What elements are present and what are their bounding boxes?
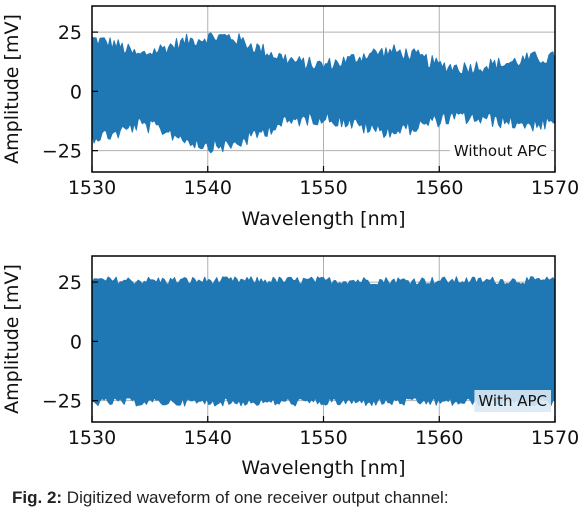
caption-lead: Fig. 2:	[12, 488, 63, 507]
y-axis-label: Amplitude [mV]	[1, 14, 23, 164]
figure-caption: Fig. 2: Digitized waveform of one receiv…	[12, 488, 449, 508]
y-tick-label: 0	[70, 81, 82, 103]
x-tick-label: 1550	[299, 177, 347, 199]
panel-1: Without APC 1530 1540 1550 1560 1570 25 0 −25 Wav…	[1, 5, 579, 230]
x-tick-label: 1550	[299, 427, 347, 449]
x-tick-label: 1560	[415, 177, 463, 199]
y-tick-label: −25	[42, 391, 82, 413]
x-tick-label: 1530	[68, 427, 116, 449]
caption-text: Digitized waveform of one receiver outpu…	[62, 488, 449, 507]
y-tick-label: 25	[58, 22, 82, 44]
annotation-box	[449, 140, 551, 162]
x-axis-label: Wavelength [nm]	[241, 457, 405, 479]
x-tick-label: 1560	[415, 427, 463, 449]
series-waveform	[92, 32, 555, 154]
x-tick-label: 1540	[184, 427, 232, 449]
y-tick-label: −25	[42, 141, 82, 163]
series-waveform	[92, 276, 555, 407]
x-tick-label: 1570	[531, 177, 579, 199]
x-axis-label: Wavelength [nm]	[241, 208, 405, 230]
panel-2: With APC 1530 1540 1550 1560 1570 25 0 −25 Wavele…	[1, 255, 579, 479]
y-tick-label: 0	[70, 331, 82, 353]
annotation-label: With APC	[478, 392, 547, 410]
y-axis-label: Amplitude [mV]	[1, 264, 23, 414]
annotation-label: Without APC	[454, 142, 547, 160]
annotation-box	[474, 390, 551, 412]
x-tick-label: 1530	[68, 177, 116, 199]
x-tick-label: 1540	[184, 177, 232, 199]
y-tick-label: 25	[58, 272, 82, 294]
x-tick-label: 1570	[531, 427, 579, 449]
